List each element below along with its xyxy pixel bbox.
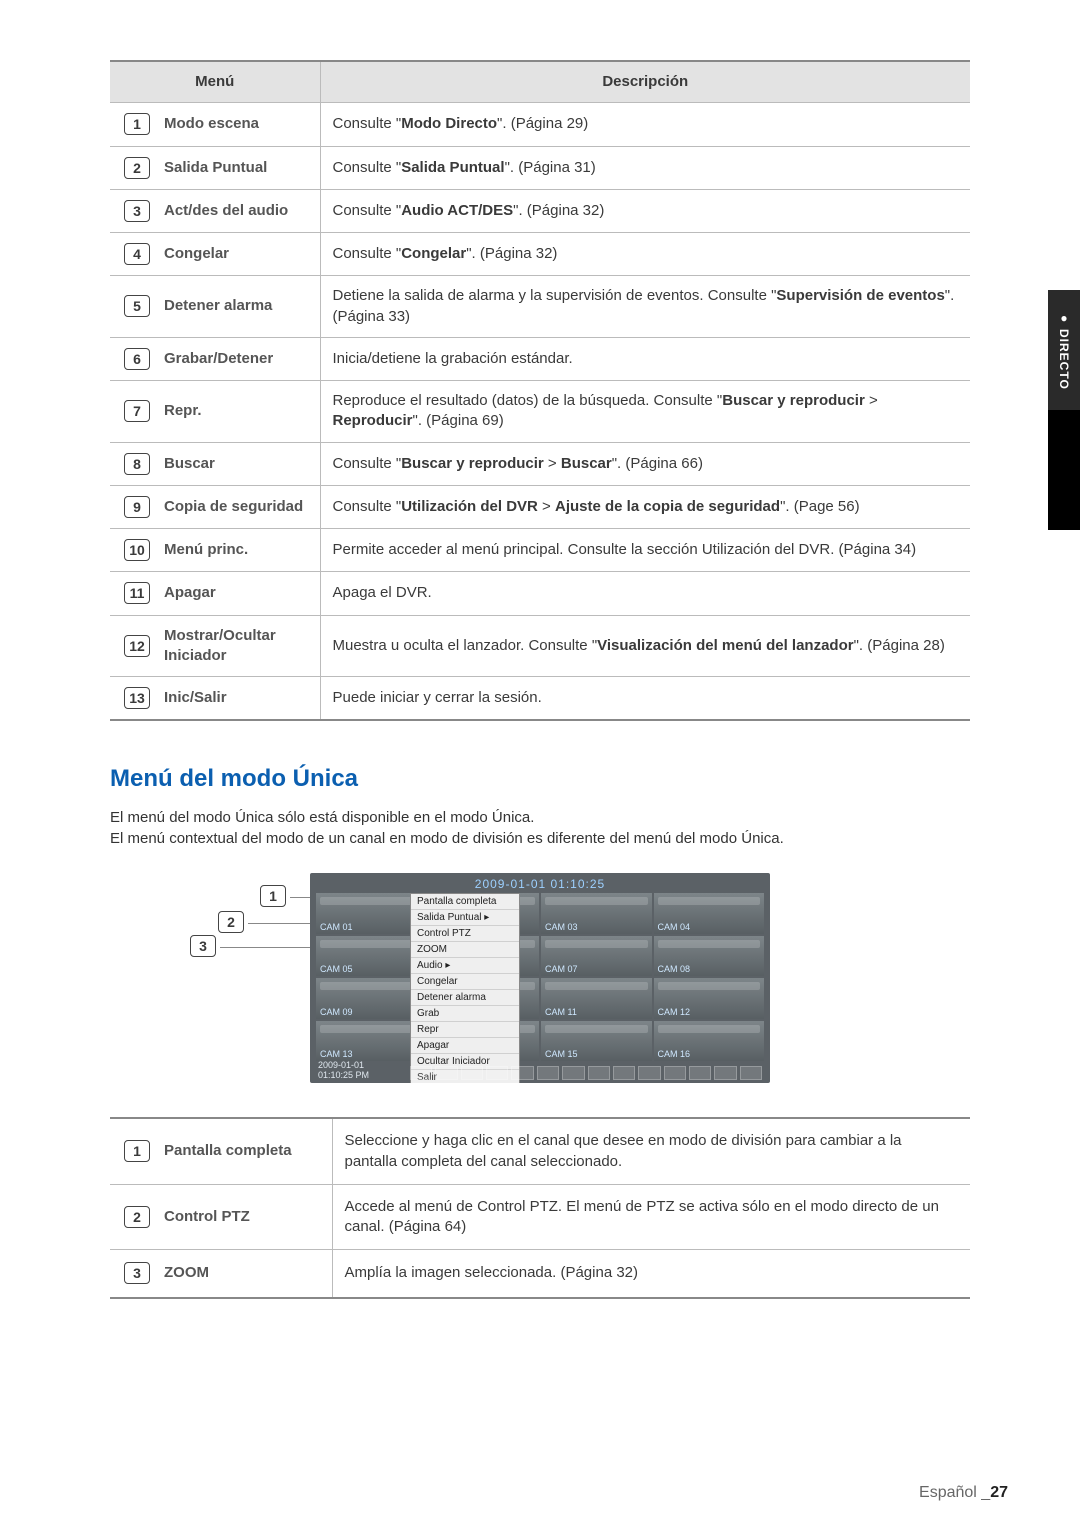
cam-tile: CAM 12 [654, 978, 765, 1019]
row-label: Pantalla completa [152, 1118, 332, 1184]
row-desc: Consulte "Congelar". (Página 32) [320, 233, 970, 276]
row-desc: Muestra u oculta el lanzador. Consulte "… [320, 615, 970, 677]
callout-3: 3 [190, 935, 216, 957]
row-desc: Seleccione y haga clic en el canal que d… [332, 1118, 970, 1184]
row-label: ZOOM [152, 1250, 332, 1298]
row-label: Buscar [152, 442, 320, 485]
cam-tile: CAM 04 [654, 893, 765, 934]
sidetab-filler [1048, 410, 1080, 530]
row-desc: Consulte "Audio ACT/DES". (Página 32) [320, 189, 970, 232]
ctxmenu-item: Control PTZ [411, 926, 519, 942]
cam-tile: CAM 07 [541, 936, 652, 977]
ctxmenu-item: Pantalla completa [411, 894, 519, 910]
cam-tile: CAM 16 [654, 1021, 765, 1062]
ctxmenu-item: Congelar [411, 974, 519, 990]
ctxmenu-item: Grab [411, 1006, 519, 1022]
head-menu: Menú [110, 61, 320, 103]
head-desc: Descripción [320, 61, 970, 103]
intro-line-2: El menú contextual del modo de un canal … [110, 830, 784, 847]
row-desc: Amplía la imagen seleccionada. (Página 3… [332, 1250, 970, 1298]
row-number: 2 [124, 157, 150, 179]
row-desc: Consulte "Buscar y reproducir > Buscar".… [320, 442, 970, 485]
row-desc: Permite acceder al menú principal. Consu… [320, 529, 970, 572]
row-number: 1 [124, 1140, 150, 1162]
sidetab-label: DIRECTO [1048, 290, 1080, 410]
sub-table: 1Pantalla completaSeleccione y haga clic… [110, 1117, 970, 1298]
row-number: 8 [124, 453, 150, 475]
shot-iconbar [410, 1066, 762, 1080]
intro-line-1: El menú del modo Única sólo está disponi… [110, 809, 534, 826]
row-desc: Puede iniciar y cerrar la sesión. [320, 677, 970, 721]
row-number: 10 [124, 539, 150, 561]
side-tab: DIRECTO [1048, 290, 1080, 530]
menu-table: Menú Descripción 1Modo escenaConsulte "M… [110, 60, 970, 721]
row-number: 7 [124, 400, 150, 422]
row-number: 2 [124, 1206, 150, 1228]
row-label: Modo escena [152, 103, 320, 146]
footer-page: 27 [990, 1484, 1008, 1501]
row-label: Act/des del audio [152, 189, 320, 232]
ctxmenu-item: Salida Puntual ▸ [411, 910, 519, 926]
row-desc: Apaga el DVR. [320, 572, 970, 615]
row-label: Detener alarma [152, 276, 320, 338]
row-number: 6 [124, 348, 150, 370]
row-number: 3 [124, 1262, 150, 1284]
cam-tile: CAM 15 [541, 1021, 652, 1062]
screenshot-preview: 2009-01-01 01:10:25 CAM 01CAM 02CAM 03CA… [310, 873, 770, 1083]
context-menu: Pantalla completaSalida Puntual ▸Control… [410, 893, 520, 1083]
row-desc: Consulte "Utilización del DVR > Ajuste d… [320, 485, 970, 528]
cam-tile: CAM 03 [541, 893, 652, 934]
row-number: 4 [124, 243, 150, 265]
row-label: Control PTZ [152, 1184, 332, 1250]
row-number: 11 [124, 582, 150, 604]
row-label: Apagar [152, 572, 320, 615]
shot-timestamp: 2009-01-01 01:10:25 [310, 877, 770, 891]
row-label: Copia de seguridad [152, 485, 320, 528]
row-label: Inic/Salir [152, 677, 320, 721]
callout-2: 2 [218, 911, 244, 933]
ctxmenu-item: Detener alarma [411, 990, 519, 1006]
row-number: 12 [124, 635, 150, 657]
cam-tile: CAM 11 [541, 978, 652, 1019]
section-intro: El menú del modo Única sólo está disponi… [110, 807, 970, 849]
row-label: Menú princ. [152, 529, 320, 572]
row-number: 13 [124, 687, 150, 709]
ctxmenu-item: ZOOM [411, 942, 519, 958]
ctxmenu-item: Repr [411, 1022, 519, 1038]
row-label: Congelar [152, 233, 320, 276]
row-number: 1 [124, 113, 150, 135]
row-label: Salida Puntual [152, 146, 320, 189]
footer-lang: Español [919, 1484, 977, 1501]
callout-1: 1 [260, 885, 286, 907]
ctxmenu-item: Apagar [411, 1038, 519, 1054]
row-desc: Detiene la salida de alarma y la supervi… [320, 276, 970, 338]
row-desc: Inicia/detiene la grabación estándar. [320, 337, 970, 380]
row-label: Mostrar/Ocultar Iniciador [152, 615, 320, 677]
page-footer: Español _27 [919, 1484, 1008, 1502]
row-number: 3 [124, 200, 150, 222]
cam-tile: CAM 08 [654, 936, 765, 977]
row-label: Repr. [152, 381, 320, 443]
row-desc: Consulte "Modo Directo". (Página 29) [320, 103, 970, 146]
shot-status: 2009-01-01 01:10:25 PM [318, 1060, 369, 1080]
row-desc: Consulte "Salida Puntual". (Página 31) [320, 146, 970, 189]
row-desc: Accede al menú de Control PTZ. El menú d… [332, 1184, 970, 1250]
row-number: 5 [124, 295, 150, 317]
ctxmenu-item: Audio ▸ [411, 958, 519, 974]
row-number: 9 [124, 496, 150, 518]
row-desc: Reproduce el resultado (datos) de la bús… [320, 381, 970, 443]
row-label: Grabar/Detener [152, 337, 320, 380]
section-title: Menú del modo Única [110, 765, 970, 793]
